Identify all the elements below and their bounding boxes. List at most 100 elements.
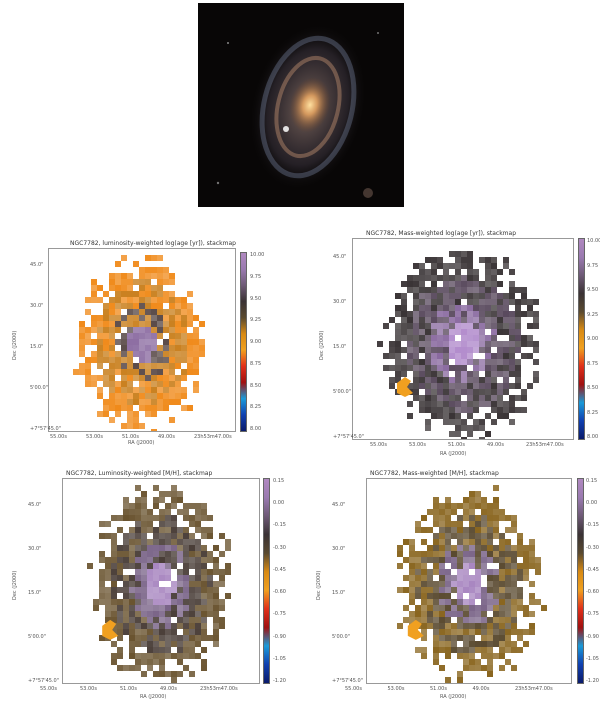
x-tick-label: 55.00s [345, 686, 362, 692]
colorbar-tick-label: 0.15 [273, 478, 285, 484]
x-tick-label: 51.00s [120, 686, 137, 692]
x-axis-label: RA (J2000) [140, 694, 167, 700]
y-tick-label: 15.0" [332, 590, 346, 596]
y-tick-label: 5'00.0" [333, 389, 351, 395]
y-tick-label: 15.0" [28, 590, 42, 596]
orange-feature [397, 377, 413, 397]
colorbar-tick-label: -0.75 [273, 611, 286, 618]
colorbar-tick-label: -0.60 [586, 589, 599, 596]
colorbar-tick-label: 9.00 [587, 336, 599, 342]
y-tick-label: 30.0" [28, 546, 42, 552]
y-tick-label: 15.0" [30, 344, 44, 350]
colorbar-tick-label: 8.25 [587, 409, 599, 416]
panel-title: NGC7782, Mass-weighted [M/H], stackmap [370, 470, 499, 477]
colorbar [577, 478, 584, 684]
colorbar-tick-label: 9.00 [250, 339, 262, 345]
y-tick-label: 5'00.0" [28, 634, 46, 640]
colorbar-tick-label: 10.00 [250, 252, 265, 258]
x-tick-label: 23h53m47.00s [526, 442, 564, 448]
colorbar-tick-label: -0.60 [273, 589, 286, 596]
x-tick-label: 51.00s [430, 686, 447, 692]
x-tick-label: 53.00s [387, 686, 405, 692]
panel-title: NGC7782, luminosity-weighted log(age [yr… [70, 240, 236, 247]
y-tick-label: 45.0" [332, 502, 346, 508]
x-tick-label: 49.00s [472, 686, 490, 692]
colorbar-tick-label: -1.20 [586, 678, 599, 684]
colorbar-tick-label: 9.50 [250, 295, 262, 302]
y-tick-label: 45.0" [28, 502, 42, 508]
x-tick-label: 23h53m47.00s [515, 686, 553, 692]
x-axis-label: RA (J2000) [128, 440, 155, 446]
colorbar-tick-label: -0.30 [586, 544, 599, 551]
colorbar-tick-label: -1.20 [273, 678, 286, 684]
x-tick-label: 55.00s [50, 434, 67, 440]
y-tick-label: 5'00.0" [332, 634, 350, 640]
colorbar-tick-label: -0.45 [273, 566, 286, 573]
stackmap-pixels [377, 251, 539, 439]
x-tick-label: 23h53m47.00s [194, 434, 232, 440]
y-tick-label: 30.0" [332, 546, 346, 552]
colorbar-tick-label: -0.15 [273, 522, 286, 529]
stackmap-pixels [87, 485, 231, 683]
colorbar-tick-label: 9.25 [587, 311, 599, 318]
y-tick-label: +7°57'45.0" [333, 434, 365, 440]
y-tick-label: 30.0" [30, 303, 44, 309]
x-tick-label: 51.00s [122, 434, 139, 440]
colorbar-tick-label: 8.25 [250, 404, 262, 411]
y-tick-label: 45.0" [30, 262, 44, 268]
stackmap-pixels [397, 485, 547, 683]
y-axis-label: Dec (J2000) [12, 570, 18, 600]
colorbar-tick-label: -0.90 [586, 633, 599, 640]
colorbar-tick-label: 10.00 [587, 238, 600, 244]
colorbar [240, 252, 247, 432]
colorbar-tick-label: 8.00 [587, 434, 599, 440]
y-tick-label: +7°57'45.0" [28, 678, 60, 684]
y-axis-label: Dec (J2000) [316, 570, 322, 600]
colorbar-tick-label: 0.00 [586, 500, 598, 507]
y-tick-label: +7°57'45.0" [30, 426, 62, 432]
colorbar-tick-label: 8.50 [250, 382, 262, 389]
colorbar-tick-label: 9.50 [587, 287, 599, 293]
colorbar-tick-label: -0.15 [586, 522, 599, 529]
colorbar-tick-label: 0.15 [586, 478, 598, 484]
x-axis-label: RA (J2000) [440, 694, 467, 700]
orange-feature [102, 619, 119, 640]
colorbar-tick-label: 9.25 [250, 317, 262, 324]
x-tick-label: 49.00s [160, 686, 177, 692]
galaxy-photo [198, 3, 404, 207]
x-tick-label: 53.00s [80, 686, 97, 692]
x-tick-label: 49.00s [487, 442, 504, 448]
colorbar [578, 238, 585, 440]
y-tick-label: 5'00.0" [30, 385, 48, 391]
colorbar-tick-label: 8.75 [587, 360, 599, 367]
colorbar-tick-label: 8.50 [587, 385, 599, 391]
colorbar-tick-label: 9.75 [587, 262, 599, 269]
y-tick-label: +7°57'45.0" [332, 678, 364, 684]
stackmap-pixels [73, 255, 205, 431]
colorbar-tick-label: 9.75 [250, 273, 262, 280]
orange-feature [407, 619, 424, 640]
y-axis-label: Dec (J2000) [12, 330, 18, 360]
y-tick-label: 45.0" [333, 254, 347, 260]
colorbar-tick-label: 0.00 [273, 500, 285, 507]
colorbar-tick-label: -1.05 [586, 655, 599, 662]
stackmap [352, 238, 574, 440]
x-tick-label: 53.00s [409, 442, 426, 448]
y-tick-label: 30.0" [333, 299, 347, 305]
panel-title: NGC7782, Mass-weighted log(age [yr]), st… [366, 230, 517, 237]
colorbar-tick-label: -0.45 [586, 566, 599, 573]
stackmap [48, 248, 236, 432]
colorbar-tick-label: -0.30 [273, 544, 286, 551]
x-tick-label: 51.00s [448, 442, 465, 448]
colorbar-tick-label: -1.05 [273, 655, 286, 662]
x-tick-label: 53.00s [86, 434, 103, 440]
colorbar [263, 478, 270, 684]
panel-title: NGC7782, Luminosity-weighted [M/H], stac… [66, 470, 213, 477]
x-tick-label: 55.00s [370, 442, 387, 448]
x-tick-label: 55.00s [40, 686, 57, 692]
colorbar-tick-label: 8.00 [250, 426, 262, 432]
y-axis-label: Dec (J2000) [319, 330, 325, 360]
x-tick-label: 49.00s [158, 434, 175, 440]
colorbar-tick-label: 8.75 [250, 360, 262, 367]
colorbar-tick-label: -0.90 [273, 633, 286, 640]
